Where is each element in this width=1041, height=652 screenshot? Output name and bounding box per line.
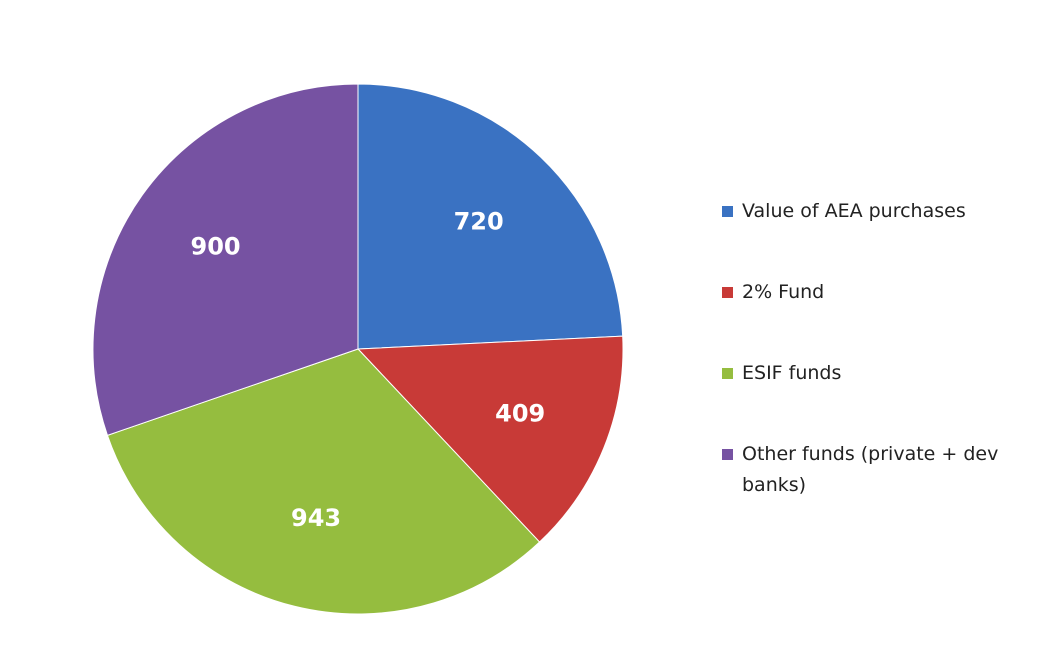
- legend-label: Value of AEA purchases: [742, 200, 966, 222]
- data-label: 900: [191, 232, 241, 260]
- legend-item: ESIF funds: [722, 358, 1012, 389]
- pie-slice: [92, 83, 359, 436]
- pie-slice: [357, 83, 624, 350]
- pie-slice: [106, 348, 541, 615]
- data-label: 720: [454, 207, 504, 235]
- legend-swatch: [722, 206, 733, 217]
- legend-label: ESIF funds: [742, 362, 842, 384]
- legend-label: Other funds (private + dev banks): [742, 443, 999, 496]
- data-label: 943: [291, 504, 341, 532]
- legend-item: 2% Fund: [722, 277, 1012, 308]
- legend: Value of AEA purchases 2% Fund ESIF funds O…: [722, 196, 1012, 551]
- pie-slice: [356, 335, 624, 543]
- legend-item: Value of AEA purchases: [722, 196, 1012, 227]
- data-label: 409: [495, 399, 545, 427]
- legend-item: Other funds (private + dev banks): [722, 439, 1012, 501]
- legend-swatch: [722, 368, 733, 379]
- legend-swatch: [722, 449, 733, 460]
- legend-label: 2% Fund: [742, 281, 825, 303]
- legend-swatch: [722, 287, 733, 298]
